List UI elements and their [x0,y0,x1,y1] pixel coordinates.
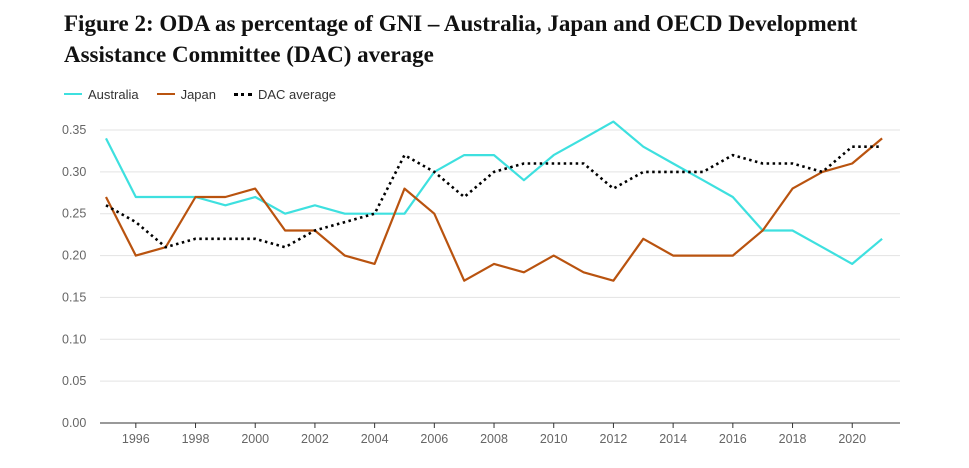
y-tick-label: 0.35 [62,123,86,137]
x-tick-label: 2014 [659,432,687,446]
legend-label-japan: Japan [180,86,216,102]
x-tick-label: 2006 [420,432,448,446]
legend: Australia Japan DAC average [64,84,336,104]
legend-label-australia: Australia [88,86,139,102]
x-tick-label: 2010 [540,432,568,446]
legend-item-dac-average[interactable]: DAC average [234,87,336,102]
x-tick-label: 2004 [361,432,389,446]
series-line-dac-average [105,145,883,249]
y-tick-label: 0.10 [62,332,86,346]
legend-swatch-japan [156,93,175,95]
x-tick-label: 1996 [122,432,150,446]
y-tick-label: 0.30 [62,165,86,179]
x-tick-label: 2002 [301,432,329,446]
x-tick-label: 2012 [600,432,628,446]
x-tick-label: 1998 [182,432,210,446]
y-tick-label: 0.05 [62,374,86,388]
series-line-japan [105,137,883,282]
x-tick-label: 2008 [480,432,508,446]
legend-item-japan[interactable]: Japan [156,86,216,102]
series-line-australia [105,120,883,265]
y-tick-label: 0.00 [62,416,86,430]
legend-swatch-australia [64,93,82,95]
x-tick-label: 2016 [719,432,747,446]
x-tick-label: 2000 [241,432,269,446]
legend-swatch-dac-average [234,92,252,96]
chart-title: Figure 2: ODA as percentage of GNI – Aus… [64,11,858,67]
legend-label-dac-average: DAC average [258,86,337,102]
x-tick-label: 2020 [838,432,866,446]
y-tick-label: 0.20 [62,249,86,263]
x-tick-label: 2018 [779,432,807,446]
y-tick-label: 0.25 [62,207,86,221]
y-tick-label: 0.15 [62,290,86,304]
legend-item-australia[interactable]: Australia [64,87,139,102]
